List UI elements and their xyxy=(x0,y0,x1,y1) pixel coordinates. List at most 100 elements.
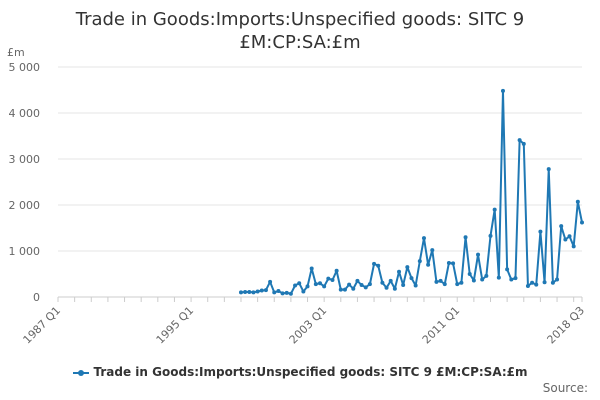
legend-label: Trade in Goods:Imports:Unspecified goods… xyxy=(93,365,528,379)
y-tick-label: 5 000 xyxy=(9,61,41,74)
data-point xyxy=(380,280,385,285)
data-point xyxy=(301,289,306,294)
data-point xyxy=(359,283,364,288)
data-point xyxy=(367,282,372,287)
series-line xyxy=(240,89,583,295)
data-point xyxy=(284,290,289,295)
data-point xyxy=(272,290,277,295)
data-point xyxy=(409,276,414,281)
data-point xyxy=(488,233,493,238)
data-point xyxy=(347,282,352,287)
data-point xyxy=(463,235,468,240)
data-point xyxy=(388,278,393,283)
x-axis: 1987 Q1 1995 Q1 2003 Q1 2011 Q1 2018 Q3 xyxy=(21,296,588,347)
data-point xyxy=(351,286,356,291)
data-point xyxy=(405,265,410,270)
data-point xyxy=(563,237,568,242)
data-point xyxy=(309,266,314,271)
data-point xyxy=(446,260,451,265)
source-label: Source: xyxy=(542,381,588,395)
y-tick-label: 2 000 xyxy=(9,199,41,212)
data-point xyxy=(276,289,281,294)
data-point xyxy=(480,277,485,282)
data-point xyxy=(238,290,243,295)
x-tick-label: 1995 Q1 xyxy=(154,304,197,347)
data-point xyxy=(500,88,505,93)
y-tick-label: 3 000 xyxy=(9,153,41,166)
data-point xyxy=(525,283,530,288)
x-tick-label: 2011 Q1 xyxy=(420,304,463,347)
data-point xyxy=(513,276,518,281)
data-point xyxy=(538,229,543,234)
data-point xyxy=(492,207,497,212)
data-point xyxy=(580,220,584,225)
data-point xyxy=(243,289,248,294)
data-point xyxy=(555,277,560,282)
data-point xyxy=(417,259,422,264)
data-point xyxy=(401,283,406,288)
x-tick-label: 2018 Q3 xyxy=(545,304,588,347)
data-point xyxy=(288,291,293,296)
data-point xyxy=(338,287,343,292)
data-point xyxy=(397,269,402,274)
data-point xyxy=(372,261,377,266)
data-point xyxy=(505,267,510,272)
data-point xyxy=(517,138,522,143)
data-point xyxy=(509,277,514,282)
data-point xyxy=(342,287,347,292)
data-point xyxy=(313,282,318,287)
data-point xyxy=(259,288,264,293)
data-point xyxy=(280,291,285,296)
y-tick-label: 4 000 xyxy=(9,107,41,120)
y-tick-label: 1 000 xyxy=(9,245,41,258)
data-point xyxy=(363,285,368,290)
data-point xyxy=(430,248,435,253)
data-point xyxy=(334,268,339,273)
data-point xyxy=(434,279,439,284)
data-point xyxy=(571,244,576,249)
data-point xyxy=(521,141,526,146)
data-point xyxy=(330,277,335,282)
data-point xyxy=(451,261,456,266)
x-tick-label: 2003 Q1 xyxy=(287,304,330,347)
data-point xyxy=(459,280,464,285)
data-point xyxy=(471,278,476,283)
data-point xyxy=(542,280,547,285)
data-point xyxy=(550,280,555,285)
data-point xyxy=(293,283,298,288)
data-point xyxy=(467,272,472,276)
legend[interactable]: Trade in Goods:Imports:Unspecified goods… xyxy=(0,365,600,379)
data-point xyxy=(247,289,252,294)
gridlines xyxy=(58,66,582,252)
data-point xyxy=(476,252,481,257)
data-point xyxy=(255,289,260,294)
data-point xyxy=(268,279,273,284)
data-point xyxy=(384,285,389,290)
data-point xyxy=(392,286,397,291)
data-point xyxy=(484,273,489,278)
legend-swatch xyxy=(72,369,89,376)
data-point xyxy=(455,282,460,287)
data-point xyxy=(318,281,322,286)
data-point xyxy=(421,236,426,241)
data-point xyxy=(322,284,327,289)
x-tick-label: 1987 Q1 xyxy=(21,304,64,347)
data-point xyxy=(534,282,539,287)
data-point xyxy=(376,263,381,268)
data-point xyxy=(355,278,360,283)
chart-title: Trade in Goods:Imports:Unspecified goods… xyxy=(0,8,600,54)
data-point xyxy=(546,167,551,172)
data-point xyxy=(530,280,535,285)
data-point xyxy=(496,275,501,280)
data-point xyxy=(438,278,443,283)
chart-title-line-1: Trade in Goods:Imports:Unspecified goods… xyxy=(75,9,525,30)
data-point xyxy=(426,262,431,267)
data-point xyxy=(442,282,447,287)
data-point xyxy=(559,224,564,229)
data-point xyxy=(251,290,256,295)
series-layer xyxy=(238,88,584,296)
y-axis-ticks: 0 1 000 2 000 3 000 4 000 5 000 xyxy=(9,61,41,304)
y-axis-unit-label: £m xyxy=(7,46,25,59)
data-point xyxy=(263,288,268,293)
